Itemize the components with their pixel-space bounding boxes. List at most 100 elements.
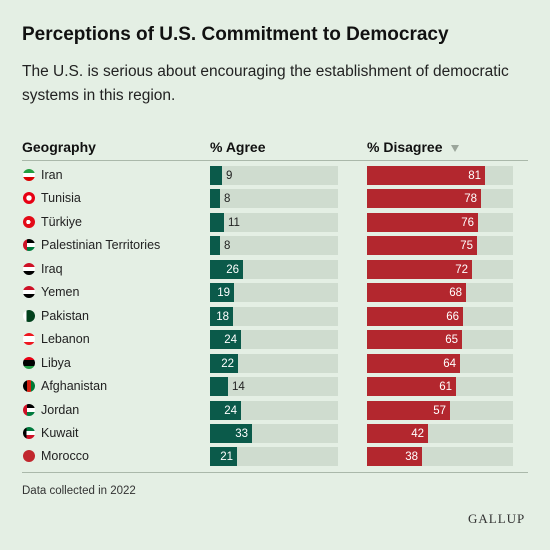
agree-bar <box>210 447 237 467</box>
country-label: Iran <box>41 168 63 182</box>
morocco-flag-icon <box>23 450 35 463</box>
yemen-flag-icon <box>23 286 35 299</box>
agree-bar <box>210 189 220 209</box>
agree-bar <box>210 259 243 279</box>
table-row: Kuwait 33 42 <box>0 422 550 445</box>
country-label: Palestinian Territories <box>41 238 161 253</box>
agree-value-label: 9 <box>226 170 233 182</box>
disagree-bar-track: 65 <box>367 330 513 350</box>
agree-bar <box>210 330 241 350</box>
agree-bar <box>210 353 238 373</box>
disagree-bar-track: 81 <box>367 166 513 185</box>
turkiye-flag-icon <box>23 215 35 228</box>
table-row: Pakistan 18 66 <box>0 305 550 328</box>
agree-value-label: 24 <box>224 334 237 347</box>
agree-bar-track: 18 <box>210 306 338 326</box>
disagree-bar-track: 78 <box>367 189 513 209</box>
lebanon-flag-icon <box>23 333 35 346</box>
agree-bar <box>210 306 233 326</box>
disagree-bar <box>367 353 460 373</box>
table-row: Türkiye 11 76 <box>0 211 550 234</box>
footer-divider <box>22 472 528 473</box>
agree-bar-track: 26 <box>210 259 338 279</box>
agree-value-label: 18 <box>216 310 229 323</box>
country-label: Yemen <box>41 285 80 300</box>
disagree-bar-track: 64 <box>367 353 513 373</box>
disagree-bar-track: 75 <box>367 236 513 256</box>
iran-flag-icon <box>23 169 35 181</box>
country-label: Iraq <box>41 261 63 276</box>
agree-bar <box>210 212 224 232</box>
disagree-value-label: 42 <box>411 427 424 440</box>
disagree-value-label: 68 <box>449 287 462 300</box>
disagree-bar <box>367 306 463 326</box>
disagree-bar <box>367 377 456 397</box>
agree-bar-track: 21 <box>210 447 338 467</box>
agree-bar-track: 33 <box>210 423 338 443</box>
agree-value-label: 19 <box>217 287 230 300</box>
disagree-bar-track: 68 <box>367 283 513 303</box>
jordan-flag-icon <box>23 403 35 416</box>
agree-value-label: 22 <box>221 357 234 370</box>
footnote: Data collected in 2022 <box>22 485 136 497</box>
agree-value-label: 21 <box>220 451 233 464</box>
country-label: Pakistan <box>41 308 89 323</box>
country-label: Lebanon <box>41 332 90 347</box>
agree-bar-track: 19 <box>210 283 338 303</box>
disagree-value-label: 61 <box>439 381 452 394</box>
country-label: Morocco <box>41 449 89 464</box>
table-row: Libya 22 64 <box>0 352 550 375</box>
disagree-bar <box>367 423 428 443</box>
chart-subtitle: The U.S. is serious about encouraging th… <box>22 63 509 104</box>
table-row: Iraq 26 72 <box>0 258 550 281</box>
disagree-bar <box>367 236 477 256</box>
agree-value-label: 8 <box>224 193 231 206</box>
disagree-bar-track: 38 <box>367 447 513 467</box>
disagree-bar <box>367 283 466 303</box>
agree-bar-track: 11 <box>210 212 338 232</box>
disagree-value-label: 65 <box>445 334 458 347</box>
sort-down-icon[interactable] <box>451 144 460 152</box>
agree-bar <box>210 423 252 443</box>
agree-header: % Agree <box>210 139 266 155</box>
tunisia-flag-icon <box>23 192 35 205</box>
agree-bar-track: 14 <box>210 377 338 397</box>
table-row: Lebanon 24 65 <box>0 328 550 351</box>
disagree-value-label: 81 <box>468 170 481 182</box>
table-row: Iran 9 81 <box>0 164 550 187</box>
agree-bar-track: 24 <box>210 330 338 350</box>
gallup-logo: GALLUP <box>468 511 526 526</box>
agree-value-label: 33 <box>235 427 248 440</box>
iraq-flag-icon <box>23 262 35 275</box>
disagree-bar-track: 61 <box>367 377 513 397</box>
agree-bar-track: 9 <box>210 166 338 185</box>
disagree-value-label: 75 <box>460 240 473 253</box>
disagree-header[interactable]: % Disagree <box>367 139 460 155</box>
disagree-bar <box>367 212 478 232</box>
libya-flag-icon <box>23 356 35 369</box>
table-row: Yemen 19 68 <box>0 281 550 304</box>
agree-bar <box>210 400 241 420</box>
country-label: Kuwait <box>41 425 79 440</box>
agree-value-label: 8 <box>224 240 231 253</box>
agree-value-label: 14 <box>232 381 245 394</box>
chart-title: Perceptions of U.S. Commitment to Democr… <box>22 24 449 45</box>
table-row: Afghanistan 14 61 <box>0 375 550 398</box>
disagree-bar-track: 66 <box>367 306 513 326</box>
table-row: Jordan 24 57 <box>0 399 550 422</box>
disagree-bar <box>367 447 422 467</box>
disagree-bar-track: 42 <box>367 423 513 443</box>
disagree-value-label: 76 <box>461 216 474 229</box>
disagree-bar <box>367 400 450 420</box>
disagree-value-label: 66 <box>446 310 459 323</box>
header-divider <box>22 160 528 161</box>
palestine-flag-icon <box>23 239 35 252</box>
agree-bar <box>210 166 222 185</box>
table-row: Tunisia 8 78 <box>0 187 550 210</box>
disagree-value-label: 57 <box>433 404 446 417</box>
agree-bar <box>210 377 228 397</box>
agree-value-label: 24 <box>224 404 237 417</box>
agree-value-label: 26 <box>226 263 239 276</box>
disagree-value-label: 72 <box>455 263 468 276</box>
